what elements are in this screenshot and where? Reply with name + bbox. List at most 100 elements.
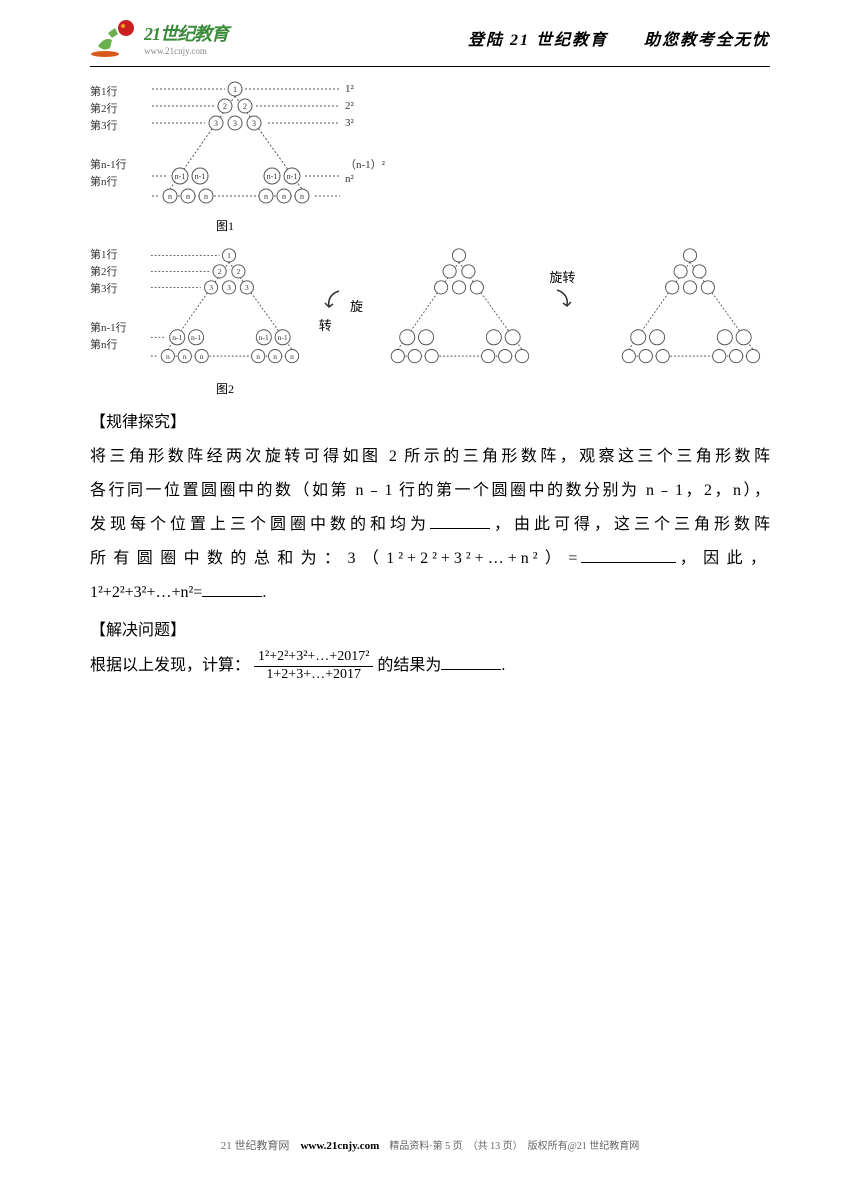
svg-text:n: n [264, 192, 268, 201]
blank-fill [430, 511, 490, 529]
row-label: 第2行 [90, 100, 150, 117]
figure-1: 第1行 第2行 第3行 第n-1行 第n行 [90, 81, 770, 213]
svg-text:2: 2 [223, 102, 227, 111]
row-label: 第1行 [90, 246, 149, 263]
row-label: 第n-1行 [90, 319, 149, 336]
page-header: 21世纪教育 www.21cnjy.com 登陆 21 世纪教育 助您教考全无忧 [90, 0, 770, 67]
figure-1-area: 第1行 第2行 第3行 第n-1行 第n行 [90, 81, 770, 234]
svg-text:3: 3 [209, 283, 213, 292]
blank-fill [202, 579, 262, 597]
rotate-arrow-icon [319, 287, 347, 311]
row-label: 第n行 [90, 173, 150, 190]
svg-text:n: n [200, 352, 204, 361]
row-label: 第2行 [90, 263, 149, 280]
svg-text:3: 3 [252, 119, 256, 128]
row-label: 第3行 [90, 117, 150, 134]
svg-text:3: 3 [233, 119, 237, 128]
blank-fill [581, 545, 676, 563]
fraction-denominator: 1+2+3+…+2017 [254, 667, 373, 684]
svg-text:n: n [168, 192, 172, 201]
text-span: 的结果为 [377, 657, 441, 674]
section-title-1: 【规律探究】 [90, 407, 770, 439]
paragraph-line: 发现每个位置上三个圆圈中数的和均为 ，由此可得，这三个三角形数阵 [90, 509, 770, 541]
figure-2-area: 第1行 第2行 第3行 第n-1行 第n行 [90, 244, 770, 397]
svg-text:2: 2 [243, 102, 247, 111]
svg-text:n-1: n-1 [277, 333, 287, 342]
svg-text:2: 2 [217, 267, 221, 276]
svg-text:n: n [282, 192, 286, 201]
svg-text:n: n [300, 192, 304, 201]
footer-url: www.21cnjy.com [300, 1140, 379, 1152]
svg-text:n-1: n-1 [191, 333, 201, 342]
text-span: 发现每个位置上三个圆圈中数的和均为 [90, 516, 430, 533]
fraction-numerator: 1²+2²+3²+…+2017² [254, 649, 373, 667]
logo-icon [90, 18, 140, 58]
text-span: 1²+2²+3²+…+n²= [90, 584, 202, 601]
paragraph-line: 根据以上发现，计算：1²+2²+3²+…+2017²1+2+3+…+2017的结… [90, 649, 770, 684]
svg-text:n: n [186, 192, 190, 201]
section-title-2: 【解决问题】 [90, 615, 770, 647]
figure-1-caption: 图1 [185, 217, 265, 234]
svg-text:n-1: n-1 [195, 172, 206, 181]
triangle-diagram-1: 1 2 2 3 3 3 n-1 n-1 n-1 n-1 n n n n n n [150, 81, 330, 213]
logo-title: 21世纪教育 [144, 20, 228, 46]
paragraph-line: 将三角形数阵经两次旋转可得如图 2 所示的三角形数阵，观察这三个三角形数阵 [90, 441, 770, 473]
svg-text:n: n [256, 352, 260, 361]
result-label: n² [345, 173, 385, 190]
row-label: 第n-1行 [90, 156, 150, 173]
svg-text:2: 2 [236, 267, 240, 276]
page-footer: 21 世纪教育网 www.21cnjy.com 精品资料·第 5 页 （共 13… [0, 1137, 860, 1153]
logo-area: 21世纪教育 www.21cnjy.com [90, 18, 228, 58]
main-content: 第1行 第2行 第3行 第n-1行 第n行 [0, 67, 860, 706]
result-label: 3² [345, 117, 385, 134]
paragraph-line: 1²+2²+3²+…+n²=. [90, 577, 770, 609]
paragraph-line: 各行同一位置圆圈中的数（如第 n﹣1 行的第一个圆圈中的数分别为 n﹣1，2，n… [90, 475, 770, 507]
row-label: 第1行 [90, 83, 150, 100]
svg-text:n-1: n-1 [175, 172, 186, 181]
text-span: ，由此可得，这三个三角形数阵 [490, 516, 770, 533]
svg-text:n-1: n-1 [267, 172, 278, 181]
text-span: ，因此， [676, 550, 770, 567]
text-span: 根据以上发现，计算： [90, 657, 250, 674]
text-span: 所有圆圈中数的总和为：3（1²+2²+3²+…+n²）= [90, 550, 581, 567]
footer-copy: 精品资料·第 5 页 （共 13 页） 版权所有@21 世纪教育网 [379, 1141, 639, 1152]
header-slogan: 登陆 21 世纪教育 助您教考全无忧 [468, 26, 770, 50]
triangle-diagram-2b [379, 244, 539, 376]
rotate-text: 旋转 [549, 270, 575, 285]
logo-url: www.21cnjy.com [144, 46, 228, 56]
figure-1-row-labels: 第1行 第2行 第3行 第n-1行 第n行 [90, 81, 150, 190]
row-label: 第3行 [90, 280, 149, 297]
figure-1-result-labels: 1² 2² 3² （n-1）² n² [345, 81, 385, 190]
svg-text:1: 1 [233, 85, 237, 94]
paragraph-line: 所有圆圈中数的总和为：3（1²+2²+3²+…+n²）= ，因此， [90, 543, 770, 575]
svg-text:3: 3 [227, 283, 231, 292]
result-label: 2² [345, 100, 385, 117]
text-span: . [501, 657, 505, 674]
svg-text:n-1: n-1 [172, 333, 182, 342]
rotate-label-2: 旋转 [549, 267, 600, 314]
svg-text:n-1: n-1 [287, 172, 298, 181]
svg-text:n: n [204, 192, 208, 201]
footer-prefix: 21 世纪教育网 [221, 1140, 301, 1152]
blank-fill [441, 652, 501, 670]
rotate-arrow-icon [549, 286, 577, 310]
svg-text:n: n [183, 352, 187, 361]
figure-2: 第1行 第2行 第3行 第n-1行 第n行 [90, 244, 770, 376]
text-content: 【规律探究】 将三角形数阵经两次旋转可得如图 2 所示的三角形数阵，观察这三个三… [90, 407, 770, 684]
result-label: （n-1）² [345, 156, 385, 173]
svg-text:n: n [273, 352, 277, 361]
logo-text: 21世纪教育 www.21cnjy.com [144, 20, 228, 56]
triangle-group: 1 2 2 3 3 3 n-1 n-1 n-1 n-1 n n n n [149, 244, 770, 376]
svg-text:n-1: n-1 [259, 333, 269, 342]
text-span: . [262, 584, 266, 601]
triangle-diagram-2c [610, 244, 770, 376]
svg-text:3: 3 [214, 119, 218, 128]
fraction: 1²+2²+3²+…+2017²1+2+3+…+2017 [254, 649, 373, 684]
result-label: 1² [345, 83, 385, 100]
figure-2-caption: 图2 [185, 380, 265, 397]
rotate-label-1: 旋转 [319, 287, 370, 334]
triangle-diagram-2a: 1 2 2 3 3 3 n-1 n-1 n-1 n-1 n n n n [149, 244, 309, 376]
svg-text:n: n [166, 352, 170, 361]
svg-text:n: n [290, 352, 294, 361]
figure-2-row-labels: 第1行 第2行 第3行 第n-1行 第n行 [90, 244, 149, 353]
